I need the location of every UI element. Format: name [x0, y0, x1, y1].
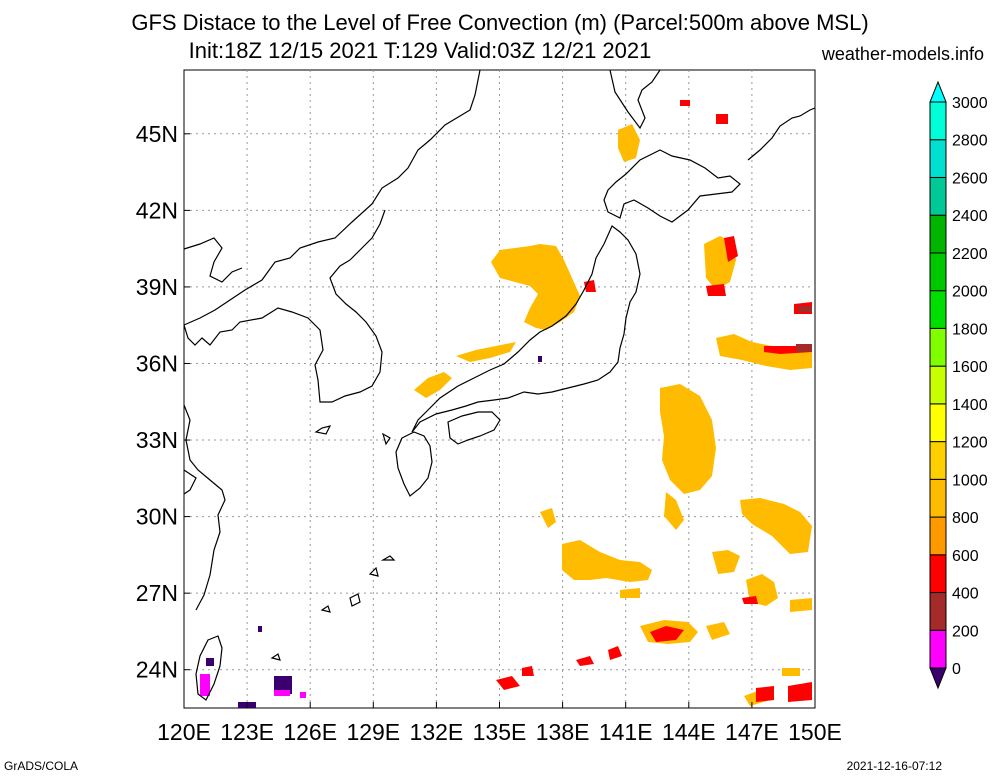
colorbar-label: 800	[952, 510, 979, 527]
lfc-region-red	[680, 100, 690, 106]
colorbar-cap-high	[929, 80, 947, 103]
lfc-region-brown	[798, 306, 812, 312]
colorbar-label: 1000	[952, 472, 988, 489]
colorbar-label: 1600	[952, 359, 988, 376]
lfc-region-purple	[258, 626, 262, 632]
lfc-region-magenta	[200, 674, 210, 696]
lfc-region-red	[756, 686, 774, 702]
lfc-region-orange	[782, 668, 800, 676]
lfc-region-orange	[562, 540, 652, 582]
lfc-region-red	[608, 646, 622, 660]
y-tick-label: 27N	[136, 580, 178, 606]
lfc-region-orange	[790, 598, 812, 612]
colorbar-label: 2200	[952, 246, 988, 263]
lfc-region-magenta	[300, 692, 306, 698]
x-tick-label: 126E	[283, 719, 337, 745]
colorbar-segment	[929, 592, 947, 631]
colorbar-segment	[929, 327, 947, 367]
colorbar-label: 400	[952, 586, 979, 603]
lfc-region-red	[576, 656, 594, 666]
lfc-region-orange	[540, 508, 556, 528]
colorbar-label: 2800	[952, 133, 988, 150]
colorbar-label: 2000	[952, 284, 988, 301]
lfc-region-red	[650, 626, 684, 642]
lfc-region-red	[496, 676, 520, 690]
colorbar-segment	[929, 214, 947, 254]
site-credit: weather-models.info	[821, 44, 984, 64]
colorbar-segment	[929, 441, 947, 480]
y-tick-label: 36N	[136, 350, 178, 376]
footer-software: GrADS/COLA	[4, 759, 79, 773]
colorbar-segment	[929, 403, 947, 443]
x-tick-label: 141E	[599, 719, 653, 745]
colorbar: 0 200 400 600 800 1000 1200 1400 1600 1800 2000 220…	[929, 80, 988, 690]
colorbar-segment	[929, 629, 947, 669]
x-tick-label: 144E	[662, 719, 716, 745]
lfc-region-orange	[660, 384, 716, 494]
lfc-region-orange	[664, 492, 684, 530]
colorbar-segment	[929, 365, 947, 405]
colorbar-segment	[929, 101, 947, 141]
map-title: GFS Distace to the Level of Free Convect…	[131, 10, 869, 35]
x-tick-label: 132E	[410, 719, 464, 745]
lfc-region-orange	[620, 588, 640, 598]
colorbar-label: 2400	[952, 208, 988, 225]
lfc-region-red	[724, 236, 738, 262]
colorbar-label: 1800	[952, 321, 988, 338]
colorbar-segment	[929, 139, 947, 178]
lfc-region-purple	[206, 658, 214, 666]
lfc-region-red	[706, 284, 726, 296]
lfc-region-magenta	[274, 690, 290, 696]
lfc-region-orange	[740, 498, 812, 554]
x-tick-label: 129E	[346, 719, 400, 745]
colorbar-segment	[929, 554, 947, 594]
colorbar-segment	[929, 478, 947, 518]
lfc-region-orange	[618, 124, 640, 162]
colorbar-label: 1200	[952, 435, 988, 452]
lfc-region-orange	[491, 244, 580, 330]
y-tick-label: 24N	[136, 657, 178, 683]
x-tick-label: 138E	[536, 719, 590, 745]
lfc-region-orange	[456, 342, 516, 362]
y-tick-label: 39N	[136, 274, 178, 300]
lfc-shading	[200, 100, 812, 708]
colorbar-segment	[929, 252, 947, 292]
colorbar-label: 200	[952, 623, 979, 640]
lfc-region-red	[522, 666, 534, 676]
colorbar-label: 3000	[952, 95, 988, 112]
x-tick-label: 135E	[473, 719, 527, 745]
lfc-region-red	[742, 596, 758, 604]
colorbar-cap-low	[929, 667, 947, 690]
footer-timestamp: 2021-12-16-07:12	[846, 759, 942, 773]
lfc-region-brown	[796, 344, 812, 352]
lfc-region-orange	[712, 550, 740, 574]
lfc-region-purple	[538, 356, 542, 362]
x-tick-label: 123E	[220, 719, 274, 745]
x-tick-label: 150E	[788, 719, 842, 745]
lfc-region-purple	[274, 676, 292, 694]
y-tick-label: 30N	[136, 504, 178, 530]
y-tick-label: 45N	[136, 121, 178, 147]
lfc-region-red	[716, 114, 728, 124]
lfc-region-red	[788, 682, 812, 702]
colorbar-label: 1400	[952, 397, 988, 414]
colorbar-label: 2600	[952, 170, 988, 187]
x-tick-label: 147E	[725, 719, 779, 745]
x-tick-label: 120E	[157, 719, 211, 745]
map-subtitle: Init:18Z 12/15 2021 T:129 Valid:03Z 12/2…	[188, 38, 652, 63]
lfc-region-orange	[414, 372, 452, 398]
y-tick-label: 33N	[136, 427, 178, 453]
colorbar-label: 600	[952, 548, 979, 565]
y-tick-label: 42N	[136, 197, 178, 223]
coastlines	[183, 69, 816, 701]
lfc-region-orange	[706, 622, 730, 640]
colorbar-segment	[929, 176, 947, 216]
colorbar-label: 0	[952, 661, 961, 678]
colorbar-segment	[929, 516, 947, 556]
axes: 120E 123E 126E 129E 132E 135E 138E 141E 144E 147E…	[136, 121, 842, 745]
colorbar-segment	[929, 290, 947, 329]
